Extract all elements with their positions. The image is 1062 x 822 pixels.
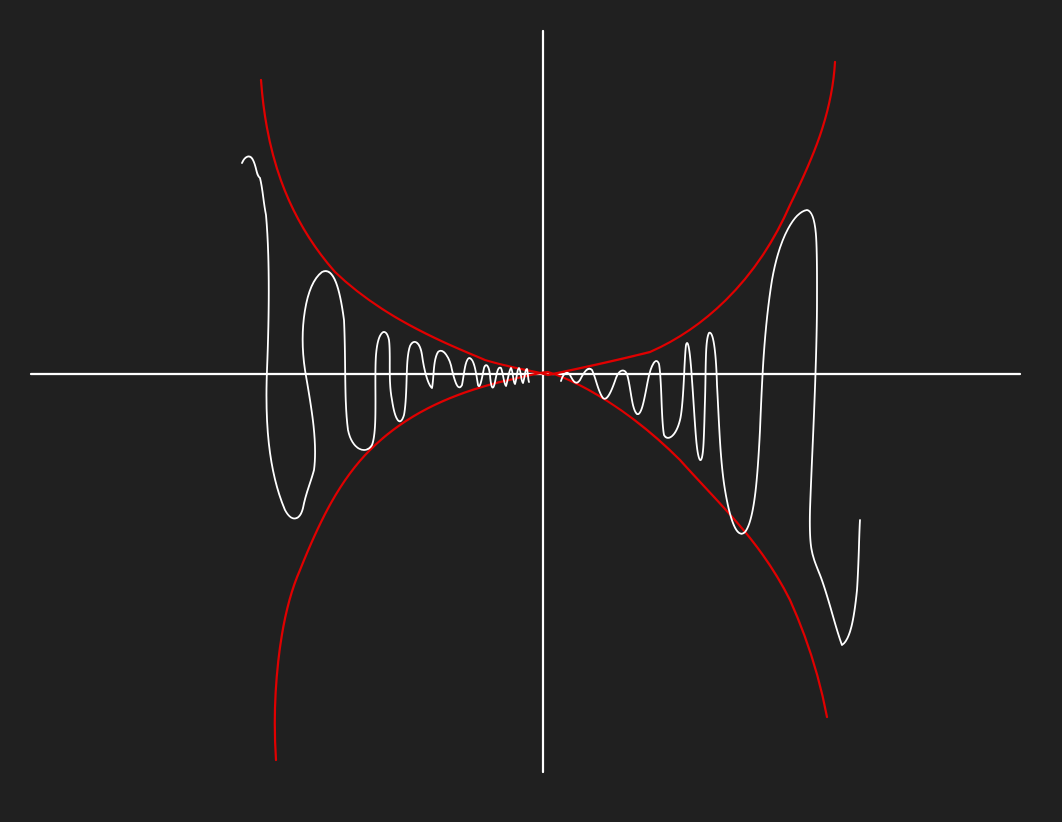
upper-envelope: [259, 60, 837, 377]
right-oscillation: [560, 209, 861, 646]
lower-envelope: [273, 370, 829, 762]
left-oscillation: [241, 155, 530, 520]
